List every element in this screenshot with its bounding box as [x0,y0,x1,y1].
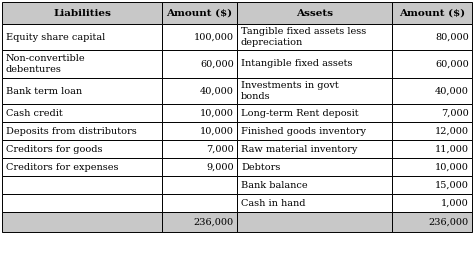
Text: Tangible fixed assets less
depreciation: Tangible fixed assets less depreciation [241,27,366,47]
Bar [2,212,162,232]
Bar [237,2,392,24]
Bar [392,50,472,78]
Bar [237,122,392,140]
Text: Debtors: Debtors [241,163,281,171]
Text: 60,000: 60,000 [435,60,469,68]
Text: 100,000: 100,000 [194,33,234,41]
Bar [237,212,392,232]
Text: 40,000: 40,000 [435,86,469,95]
Bar [392,24,472,50]
Bar [392,194,472,212]
Text: 10,000: 10,000 [200,108,234,118]
Text: Assets: Assets [296,9,333,17]
Bar [237,194,392,212]
Text: Long-term Rent deposit: Long-term Rent deposit [241,108,359,118]
Text: Equity share capital: Equity share capital [6,33,105,41]
Bar [2,24,162,50]
Text: 7,000: 7,000 [441,108,469,118]
Bar [237,78,392,104]
Text: 10,000: 10,000 [200,126,234,136]
Text: Amount ($): Amount ($) [166,9,233,17]
Bar [2,50,162,78]
Bar [237,140,392,158]
Bar [237,104,392,122]
Text: Deposits from distributors: Deposits from distributors [6,126,137,136]
Text: 11,000: 11,000 [435,145,469,153]
Text: Bank term loan: Bank term loan [6,86,82,95]
Text: 80,000: 80,000 [435,33,469,41]
Bar [392,158,472,176]
Bar [392,212,472,232]
Text: Bank balance: Bank balance [241,181,308,190]
Text: 236,000: 236,000 [194,217,234,227]
Bar [2,122,162,140]
Text: Cash in hand: Cash in hand [241,198,306,208]
Text: Raw material inventory: Raw material inventory [241,145,357,153]
Bar [162,2,237,24]
Bar [162,78,237,104]
Bar [2,78,162,104]
Text: 10,000: 10,000 [435,163,469,171]
Bar [2,104,162,122]
Text: 12,000: 12,000 [435,126,469,136]
Text: 40,000: 40,000 [200,86,234,95]
Text: 236,000: 236,000 [429,217,469,227]
Bar [237,50,392,78]
Bar [162,24,237,50]
Bar [162,50,237,78]
Bar [237,176,392,194]
Text: 1,000: 1,000 [441,198,469,208]
Bar [162,104,237,122]
Text: Amount ($): Amount ($) [399,9,465,17]
Text: Investments in govt
bonds: Investments in govt bonds [241,81,339,101]
Text: 7,000: 7,000 [206,145,234,153]
Text: Non-convertible
debentures: Non-convertible debentures [6,54,86,74]
Bar [2,176,162,194]
Bar [162,194,237,212]
Bar [392,78,472,104]
Bar [162,158,237,176]
Bar [237,24,392,50]
Bar [392,140,472,158]
Text: 9,000: 9,000 [206,163,234,171]
Text: 60,000: 60,000 [200,60,234,68]
Bar [237,158,392,176]
Bar [162,176,237,194]
Text: Intangible fixed assets: Intangible fixed assets [241,60,353,68]
Text: 15,000: 15,000 [435,181,469,190]
Bar [392,2,472,24]
Bar [2,140,162,158]
Bar [392,122,472,140]
Bar [392,176,472,194]
Text: Liabilities: Liabilities [53,9,111,17]
Bar [2,194,162,212]
Bar [2,2,162,24]
Bar [392,104,472,122]
Bar [162,140,237,158]
Bar [162,122,237,140]
Bar [2,158,162,176]
Text: Finished goods inventory: Finished goods inventory [241,126,366,136]
Text: Creditors for goods: Creditors for goods [6,145,102,153]
Bar [162,212,237,232]
Text: Cash credit: Cash credit [6,108,63,118]
Text: Creditors for expenses: Creditors for expenses [6,163,118,171]
